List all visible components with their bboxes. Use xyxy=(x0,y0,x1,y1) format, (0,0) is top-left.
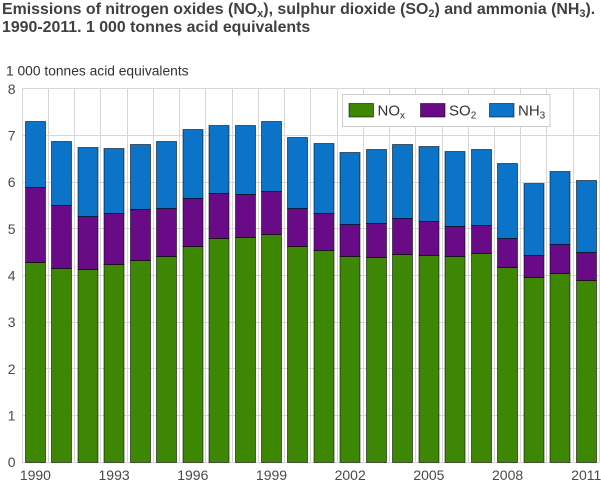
svg-text:NOx: NOx xyxy=(378,103,406,122)
svg-text:5: 5 xyxy=(8,221,16,237)
svg-text:6: 6 xyxy=(8,174,16,190)
svg-text:0: 0 xyxy=(8,454,16,470)
svg-text:8: 8 xyxy=(8,81,16,97)
svg-text:2002: 2002 xyxy=(335,467,366,483)
svg-text:2011: 2011 xyxy=(571,467,601,483)
svg-text:7: 7 xyxy=(8,128,16,144)
svg-text:SO2: SO2 xyxy=(449,103,477,122)
svg-text:1 000 tonnes acid equivalents: 1 000 tonnes acid equivalents xyxy=(6,64,189,79)
svg-text:Emissions of nitrogen oxides (: Emissions of nitrogen oxides (NOx), sulp… xyxy=(2,1,595,20)
svg-text:4: 4 xyxy=(8,268,16,284)
svg-text:1990-2011. 1 000 tonnes acid e: 1990-2011. 1 000 tonnes acid equivalents xyxy=(2,19,310,36)
svg-text:1990: 1990 xyxy=(20,467,51,483)
svg-text:NH3: NH3 xyxy=(518,103,546,122)
svg-text:1993: 1993 xyxy=(99,467,130,483)
svg-text:1: 1 xyxy=(8,408,16,424)
svg-text:2008: 2008 xyxy=(492,467,523,483)
svg-text:1999: 1999 xyxy=(256,467,287,483)
svg-text:3: 3 xyxy=(8,314,16,330)
svg-text:2: 2 xyxy=(8,361,16,377)
svg-text:2005: 2005 xyxy=(413,467,444,483)
svg-text:1996: 1996 xyxy=(177,467,208,483)
